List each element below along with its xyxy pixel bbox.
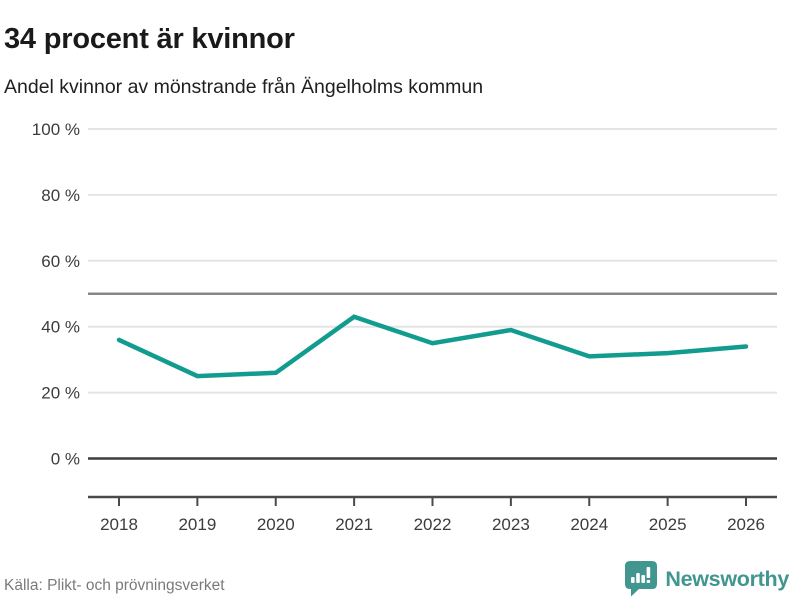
source-note: Källa: Plikt- och prövningsverket [4,577,225,594]
y-tick-label: 60 % [41,252,80,271]
newsworthy-logo-icon [625,561,658,597]
x-tick-label: 2025 [649,515,687,534]
x-tick-label: 2020 [257,515,295,534]
newsworthy-logo-text: Newsworthy [665,566,789,591]
x-tick-label: 2024 [570,515,608,534]
newsworthy-logo: Newsworthy [624,560,789,598]
x-tick-label: 2019 [178,515,216,534]
chart-title: 34 procent är kvinnor [4,23,295,56]
x-tick-label: 2022 [414,515,452,534]
x-tick-label: 2023 [492,515,530,534]
data-line [116,314,749,379]
x-tick-label: 2021 [335,515,373,534]
y-tick-label: 0 % [51,450,80,469]
y-tick-label: 100 % [32,120,80,139]
x-tick-label: 2018 [100,515,138,534]
x-tick-label: 2026 [727,515,765,534]
line-chart: 0 % 20 % 40 % 60 % 80 % 100 % 2018 2019 2020 2021… [32,120,777,534]
chart-subtitle: Andel kvinnor av mönstrande från Ängelho… [4,76,484,98]
y-tick-label: 80 % [41,186,80,205]
y-tick-label: 40 % [41,318,80,337]
y-tick-label: 20 % [41,384,80,403]
